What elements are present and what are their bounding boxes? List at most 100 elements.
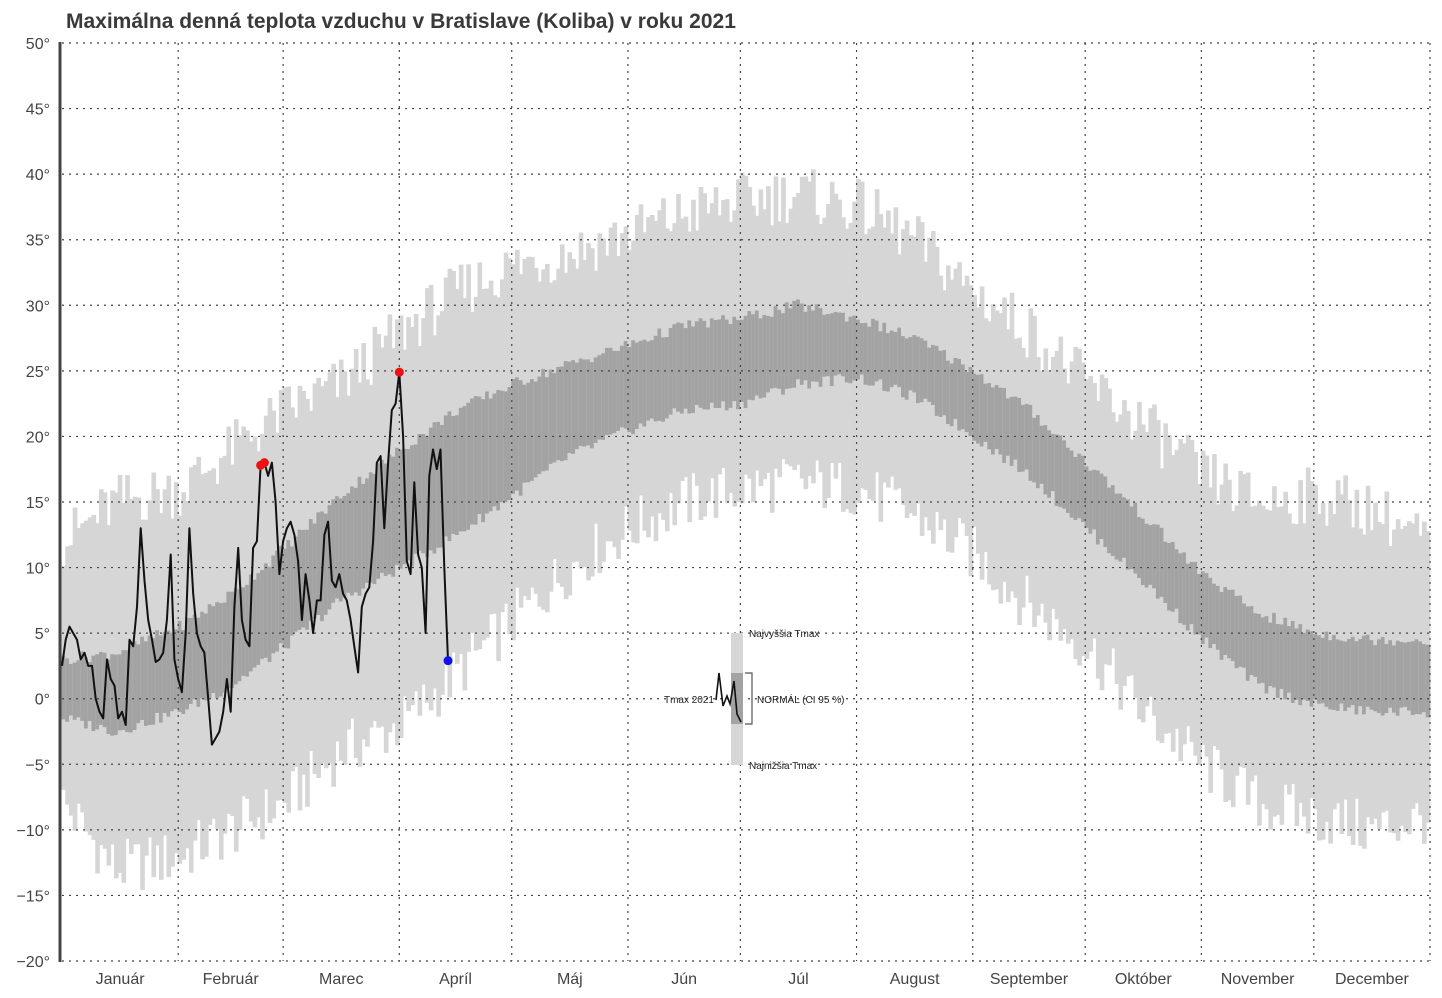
normal-band-bar	[1350, 636, 1356, 706]
normal-band-bar	[361, 483, 366, 589]
normal-band-bar	[1392, 645, 1397, 713]
normal-band-bar	[1422, 644, 1427, 713]
normal-band-bar	[331, 499, 336, 603]
normal-band-bar	[473, 396, 479, 525]
normal-band-bar	[278, 545, 284, 644]
normal-band-bar	[1215, 585, 1221, 650]
normal-band-bar	[496, 390, 501, 511]
normal-band-bar	[87, 661, 93, 721]
normal-band-bar	[1272, 612, 1277, 688]
normal-band-bar	[589, 362, 595, 449]
normal-band-bar	[275, 550, 280, 652]
y-tick-label: 25°	[26, 364, 50, 381]
record-band-bar	[1039, 370, 1045, 604]
normal-band-bar	[694, 321, 700, 405]
normal-band-bar	[1204, 573, 1210, 638]
normal-band-bar	[961, 364, 966, 430]
normal-band-bar	[893, 331, 899, 385]
legend-bracket	[745, 672, 753, 725]
normal-band-bar	[1137, 517, 1142, 579]
normal-band-bar	[140, 636, 145, 720]
normal-band-bar	[200, 611, 205, 699]
normal-band-bar	[357, 476, 363, 596]
normal-band-bar	[856, 319, 861, 380]
normal-band-bar	[1212, 583, 1217, 645]
normal-band-bar	[65, 658, 70, 722]
normal-band-bar	[237, 589, 243, 682]
normal-band-bar	[346, 493, 351, 593]
record-band-bar	[1047, 370, 1052, 641]
normal-band-bar	[724, 319, 730, 411]
normal-band-bar	[1347, 638, 1352, 708]
normal-band-bar	[263, 563, 269, 658]
normal-band-bar	[1020, 404, 1026, 472]
normal-band-bar	[155, 630, 160, 713]
normal-band-bar	[811, 310, 816, 382]
normal-band-bar	[1208, 577, 1214, 649]
normal-band-bar	[1065, 447, 1071, 513]
normal-band-bar	[342, 495, 348, 598]
chart-title: Maximálna denná teplota vzduchu v Bratis…	[66, 10, 736, 33]
normal-band-bar	[1050, 433, 1056, 492]
normal-band-bar	[380, 459, 385, 573]
normal-band-bar	[447, 411, 453, 542]
y-tick-label: 20°	[26, 429, 50, 446]
record-markers	[256, 367, 453, 666]
normal-band-bar	[1324, 631, 1330, 707]
record-band-bar	[998, 313, 1004, 604]
normal-band-bar	[777, 309, 783, 389]
normal-band-bar	[1230, 589, 1236, 662]
normal-band-bar	[1249, 606, 1255, 676]
normal-band-bar	[1253, 613, 1258, 677]
normal-band-bar	[1332, 635, 1337, 710]
normal-band-bar	[818, 308, 824, 387]
y-tick-label: 10°	[26, 561, 50, 578]
normal-band-bar	[1028, 404, 1034, 481]
normal-band-bar	[158, 635, 164, 723]
normal-band-bar	[218, 603, 224, 697]
normal-band-bar	[192, 614, 198, 700]
normal-band-bar	[83, 657, 89, 729]
normal-band-bar	[406, 449, 411, 561]
normal-band-bar	[949, 363, 955, 427]
normal-band-bar	[455, 415, 460, 536]
normal-band-bar	[95, 654, 100, 730]
normal-band-bar	[728, 324, 734, 408]
normal-band-bar	[916, 336, 921, 404]
normal-band-bar	[1054, 434, 1060, 506]
normal-band-bar	[1257, 613, 1262, 684]
normal-band-bar	[619, 345, 625, 428]
normal-band-bar	[215, 602, 220, 699]
normal-band-bar	[807, 305, 812, 389]
normal-band-bar	[485, 391, 490, 514]
y-tick-label: 35°	[26, 233, 50, 250]
record-high-marker	[259, 458, 269, 468]
normal-band-bar	[683, 328, 689, 409]
normal-band-bar	[1245, 606, 1251, 681]
normal-band-bar	[1384, 644, 1390, 714]
normal-band-bar	[458, 407, 464, 532]
normal-band-bar	[1122, 497, 1127, 558]
normal-band-bar	[627, 346, 633, 433]
normal-band-bar	[305, 529, 310, 630]
normal-band-bar	[814, 304, 820, 382]
normal-band-bar	[784, 302, 790, 389]
normal-band-bar	[548, 369, 554, 464]
normal-band-bar	[1114, 493, 1120, 560]
normal-band-bar	[1320, 637, 1326, 704]
normal-band-bar	[878, 331, 884, 380]
normal-band-bar	[518, 380, 524, 496]
normal-band-bar	[121, 650, 127, 730]
normal-band-bar	[979, 374, 985, 447]
legend-series-line	[715, 672, 742, 723]
normal-band-bar	[365, 478, 370, 583]
normal-band-bar	[661, 337, 666, 422]
normal-band-bar	[1035, 415, 1041, 489]
normal-band-bar	[1238, 595, 1244, 667]
normal-band-bar	[1062, 440, 1067, 509]
normal-band-bar	[395, 447, 400, 565]
normal-band-bar	[803, 311, 809, 381]
normal-band-bar	[751, 314, 756, 401]
normal-band-bar	[211, 606, 217, 693]
normal-band-bar	[1425, 644, 1431, 718]
